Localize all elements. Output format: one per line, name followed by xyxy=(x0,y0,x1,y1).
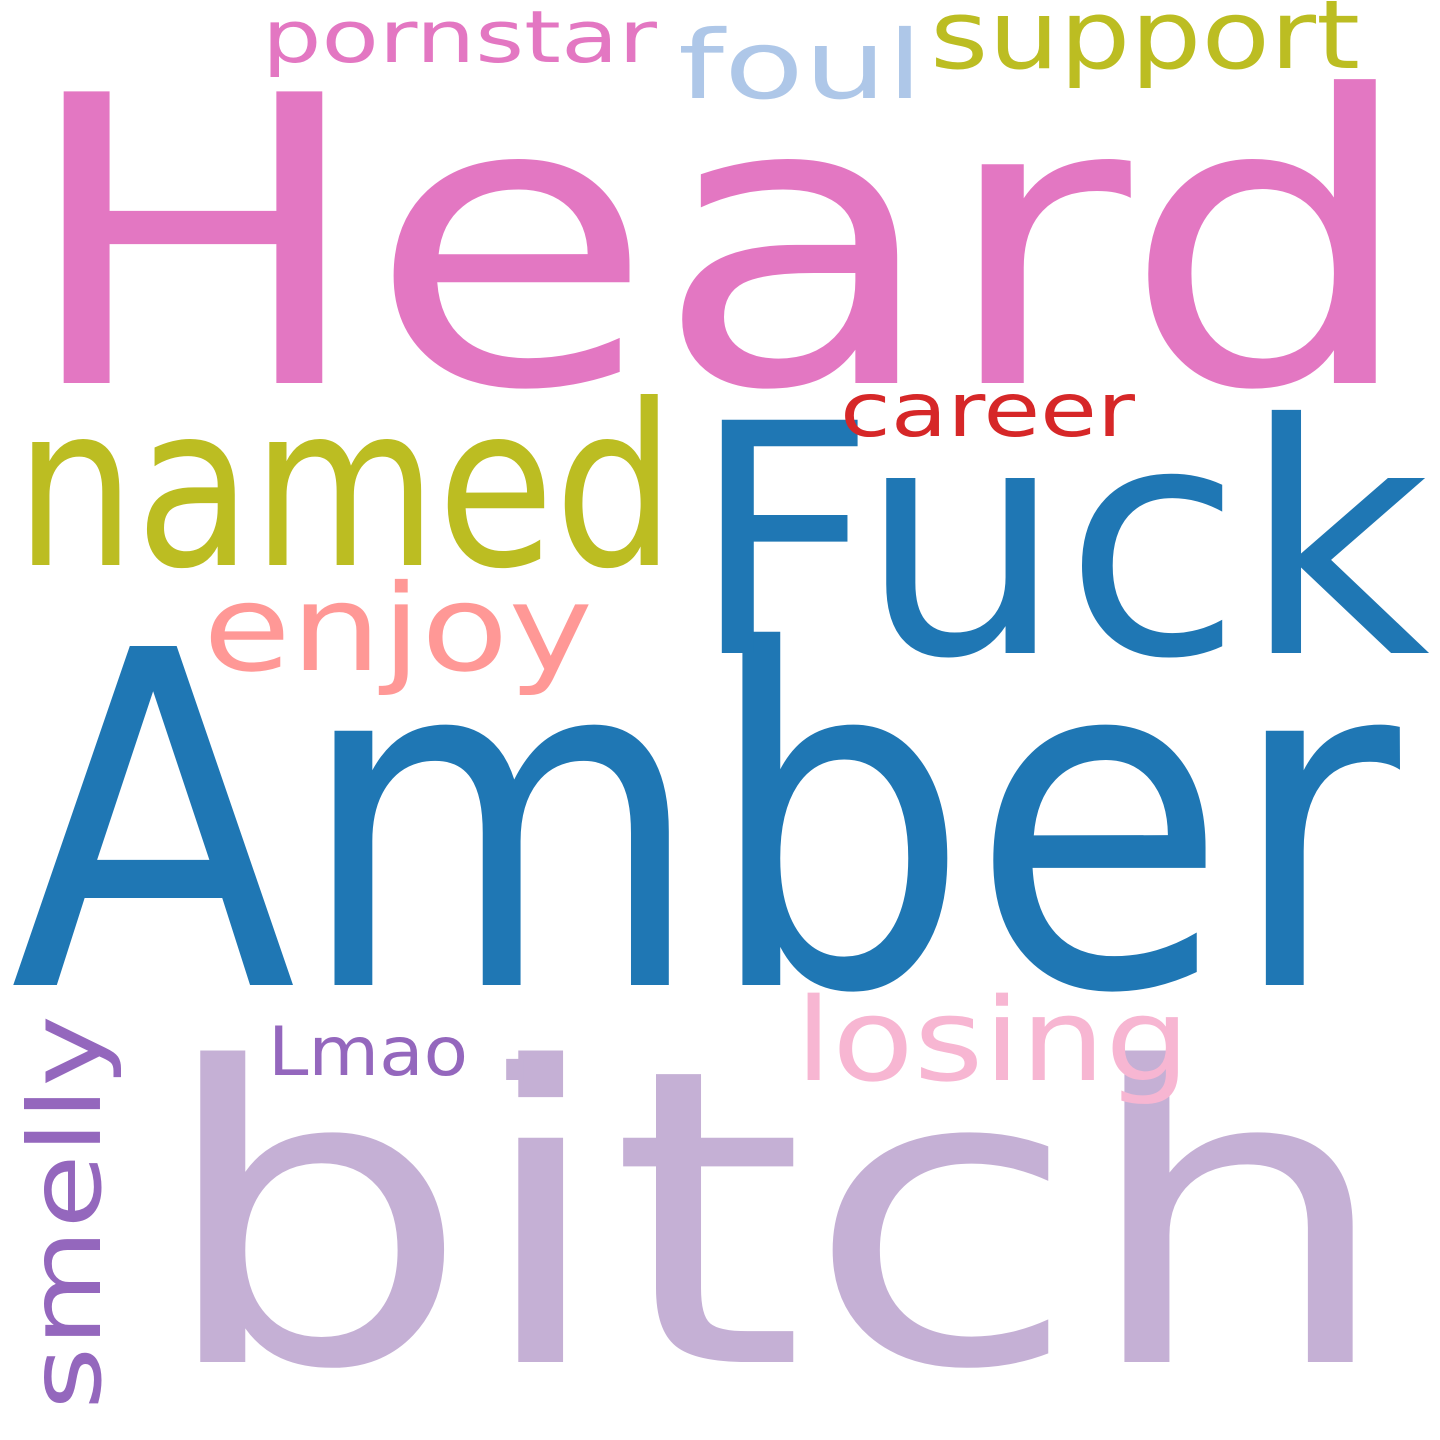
word-heard: Heard xyxy=(18,13,1418,478)
word-amber: Amber xyxy=(10,553,1404,1095)
word-bitch: bitch xyxy=(155,981,1395,1440)
word-foul: foul xyxy=(678,11,923,121)
word-lmao: Lmao xyxy=(268,1013,468,1092)
word-smelly: smelly xyxy=(7,1015,124,1410)
word-enjoy: enjoy xyxy=(203,560,593,699)
word-period: . xyxy=(488,923,542,1121)
word-fuck: Fuck xyxy=(690,357,1430,729)
word-losing: losing xyxy=(795,974,1190,1108)
word-named: named xyxy=(15,357,675,619)
word-career: career xyxy=(840,366,1135,454)
word-support: support xyxy=(930,0,1360,91)
word-pornstar: pornstar xyxy=(262,0,658,79)
